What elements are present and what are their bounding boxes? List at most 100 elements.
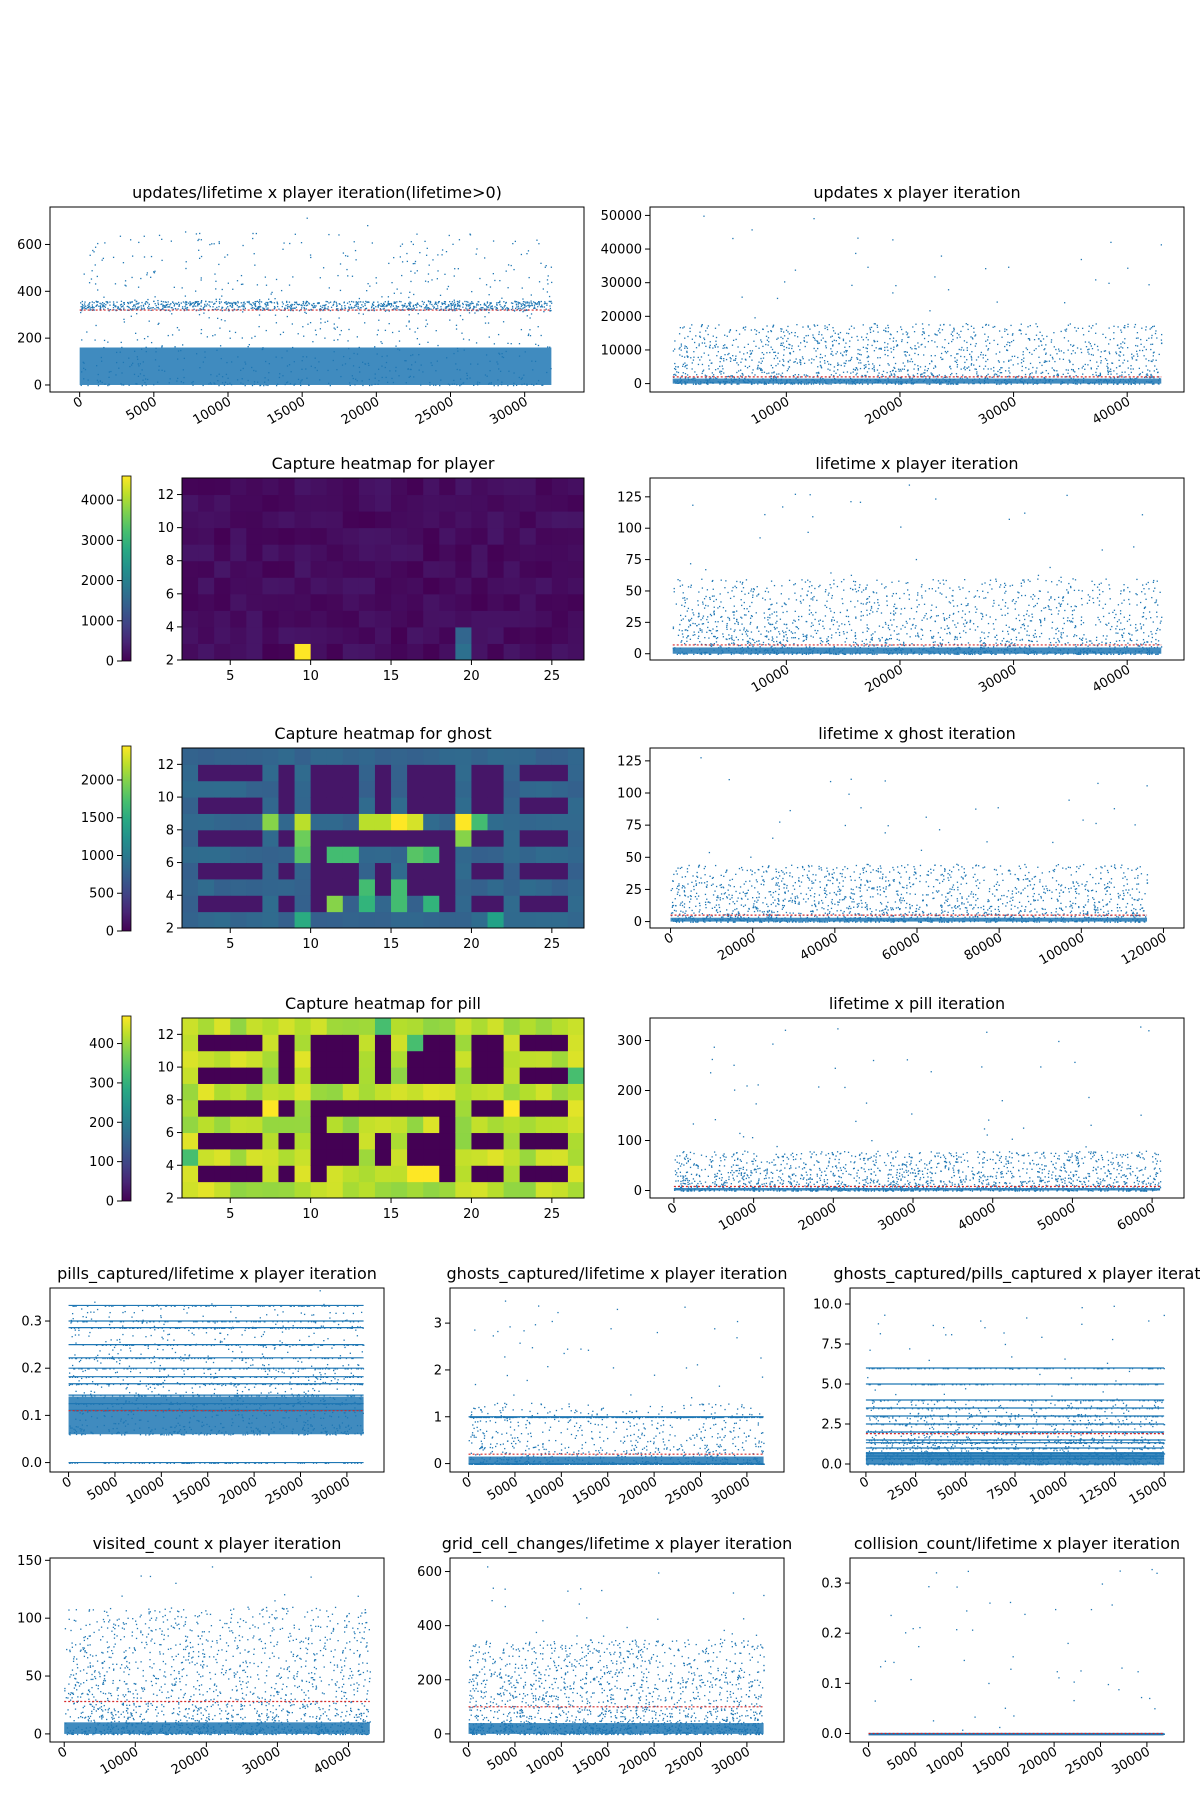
scatter-point xyxy=(294,301,296,303)
scatter-point xyxy=(1033,653,1035,655)
scatter-point xyxy=(1017,363,1019,365)
scatter-point xyxy=(730,358,732,360)
scatter-point xyxy=(675,366,677,368)
scatter-point xyxy=(1141,371,1144,373)
heatmap-cell xyxy=(455,494,472,512)
scatter-point xyxy=(731,635,733,637)
scatter-point xyxy=(273,302,276,304)
heatmap-cell xyxy=(487,478,505,496)
scatter-point xyxy=(148,320,150,322)
scatter-point xyxy=(1127,323,1129,326)
scatter-point xyxy=(790,631,793,633)
scatter-point xyxy=(1096,345,1099,348)
scatter-point xyxy=(895,592,898,595)
scatter-point xyxy=(325,303,327,306)
scatter-point xyxy=(1095,374,1097,376)
scatter-point xyxy=(132,308,134,310)
scatter-point xyxy=(982,354,984,356)
scatter-point xyxy=(1117,632,1119,634)
scatter-point xyxy=(288,284,291,286)
scatter-point xyxy=(243,306,245,308)
scatter-point xyxy=(800,595,802,597)
scatter-point xyxy=(300,384,302,387)
scatter-point xyxy=(1019,639,1021,641)
scatter-point xyxy=(856,335,858,338)
scatter-point xyxy=(470,309,473,312)
scatter-point xyxy=(939,332,941,334)
heatmap-cell xyxy=(487,610,505,628)
scatter-point xyxy=(860,354,862,356)
heatmap-cell xyxy=(342,626,360,644)
scatter-point xyxy=(1058,579,1060,582)
scatter-point xyxy=(510,302,513,304)
scatter-point xyxy=(702,370,704,373)
scatter-point xyxy=(751,350,754,352)
scatter-point xyxy=(247,345,249,348)
heatmap-cell xyxy=(326,478,344,496)
scatter-point xyxy=(870,326,873,329)
scatter-point xyxy=(928,324,930,326)
scatter-point xyxy=(165,309,167,311)
scatter-point xyxy=(437,270,439,272)
scatter-point xyxy=(123,321,126,323)
scatter-point xyxy=(1043,349,1045,351)
scatter-point xyxy=(892,292,894,294)
scatter-point xyxy=(999,351,1001,353)
scatter-point xyxy=(1113,332,1115,334)
scatter-point xyxy=(1072,363,1074,366)
scatter-point xyxy=(445,306,447,308)
scatter-point xyxy=(966,367,968,369)
scatter-point xyxy=(375,306,377,308)
scatter-point xyxy=(807,531,809,534)
scatter-point xyxy=(526,253,528,255)
scatter-point xyxy=(939,324,942,326)
scatter-point xyxy=(1161,342,1163,344)
scatter-point xyxy=(710,614,713,617)
scatter-point xyxy=(729,329,731,332)
scatter-point xyxy=(789,359,791,361)
scatter-point xyxy=(1012,333,1014,335)
scatter-point xyxy=(732,339,735,342)
scatter-point xyxy=(698,613,700,615)
scatter-point xyxy=(690,584,692,586)
scatter-point xyxy=(1004,643,1007,645)
scatter-point xyxy=(809,328,811,330)
heatmap-cell xyxy=(391,577,408,595)
y-tick-label: 200 xyxy=(17,332,42,347)
scatter-point xyxy=(474,312,476,314)
scatter-point xyxy=(876,653,878,656)
scatter-point xyxy=(180,302,182,304)
scatter-point xyxy=(1150,376,1152,378)
scatter-point xyxy=(861,383,864,385)
scatter-point xyxy=(745,633,748,635)
heatmap-cell xyxy=(342,610,360,628)
scatter-point xyxy=(683,642,686,645)
scatter-point xyxy=(678,333,681,335)
scatter-point xyxy=(724,587,726,589)
scatter-point xyxy=(832,354,834,357)
scatter-point xyxy=(371,303,374,305)
scatter-point xyxy=(813,218,815,220)
scatter-point xyxy=(832,327,834,329)
scatter-point xyxy=(762,643,764,646)
scatter-point xyxy=(312,306,315,308)
heatmap-cell xyxy=(358,494,376,512)
heatmap-cell xyxy=(423,527,440,545)
scatter-point xyxy=(1086,641,1088,643)
scatter-point xyxy=(102,304,104,306)
scatter-point xyxy=(1010,642,1012,645)
scatter-point xyxy=(1035,370,1037,372)
scatter-point xyxy=(529,335,532,337)
scatter-point xyxy=(377,306,379,308)
scatter-point xyxy=(81,309,83,311)
scatter-point xyxy=(178,329,180,331)
scatter-point xyxy=(714,346,717,348)
scatter-point xyxy=(706,327,708,329)
scatter-point xyxy=(1043,361,1045,363)
scatter-point xyxy=(520,305,522,308)
scatter-point xyxy=(176,326,179,329)
heatmap-cell xyxy=(182,478,199,496)
scatter-point xyxy=(686,629,689,632)
scatter-point xyxy=(182,344,184,346)
heatmap-cell xyxy=(278,626,296,644)
